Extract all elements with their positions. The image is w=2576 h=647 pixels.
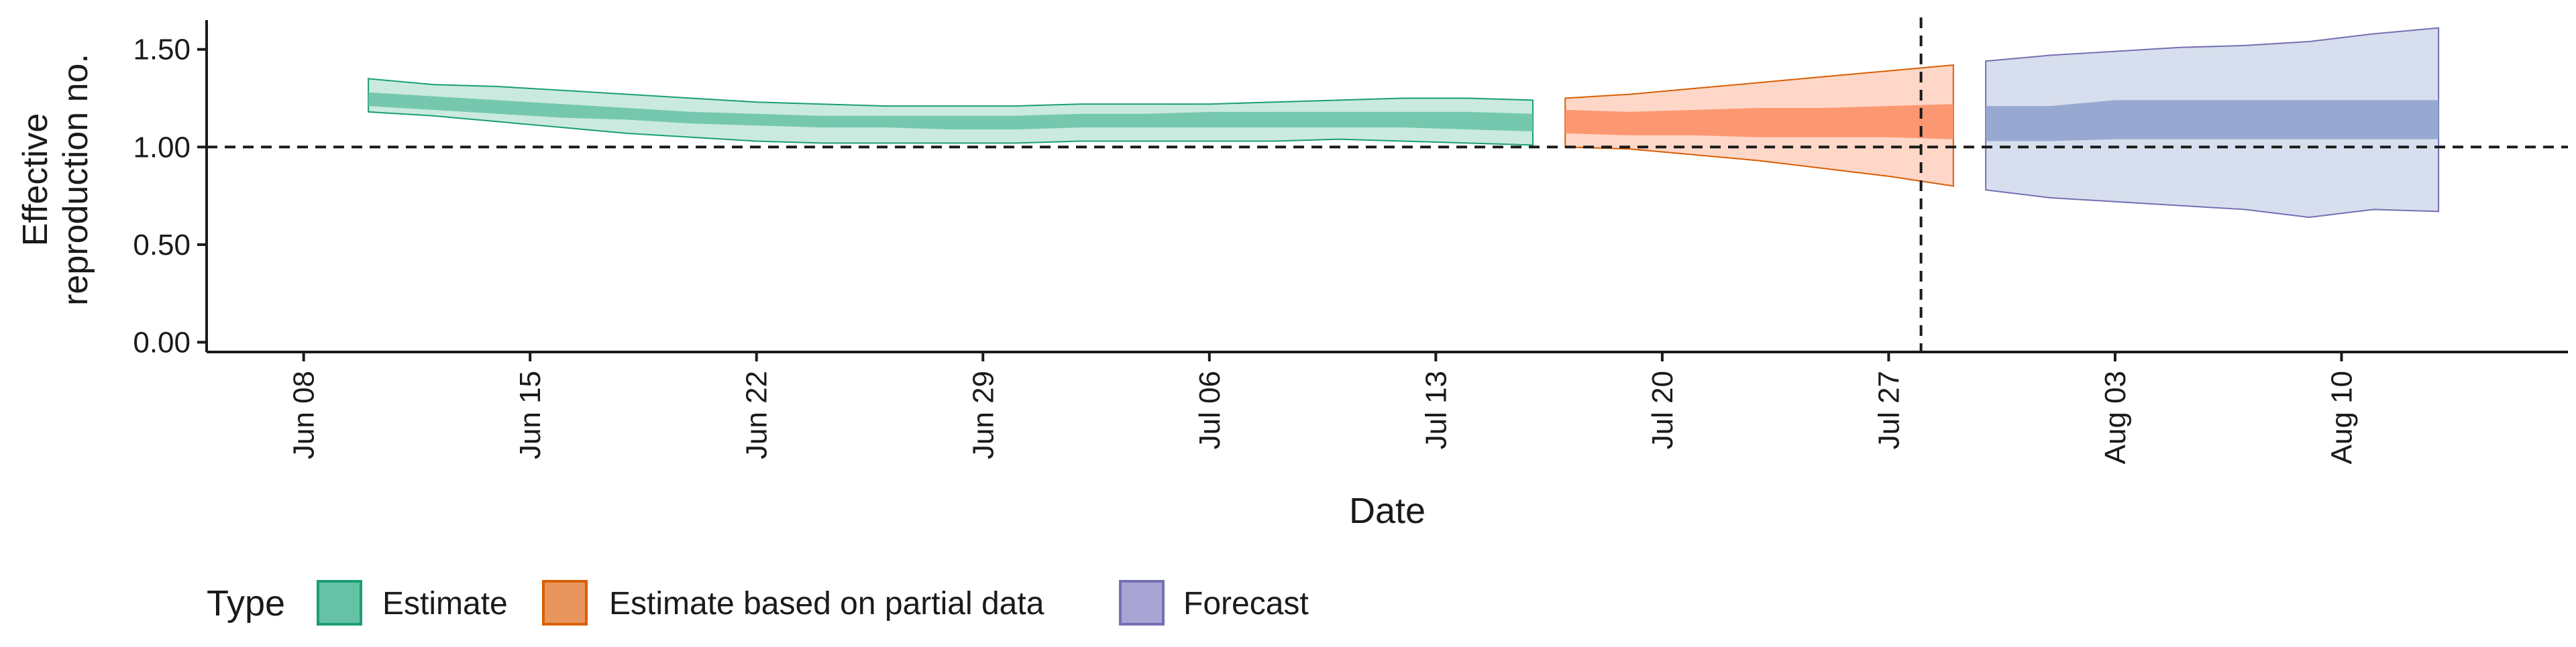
legend-key-forecast bbox=[1119, 580, 1165, 626]
estimate-inner-band bbox=[368, 92, 1533, 131]
y-ticks: 0.00 0.50 1.00 1.50 bbox=[133, 34, 207, 359]
axes bbox=[205, 20, 2568, 353]
y-tick-label: 1.50 bbox=[133, 34, 191, 66]
series-bands bbox=[368, 27, 2440, 219]
y-tick-label: 0.00 bbox=[133, 326, 191, 359]
legend-label-estimate: Estimate bbox=[382, 586, 508, 622]
estimate-based-on-partial-data-inner-band bbox=[1565, 104, 1953, 139]
y-tick-label: 0.50 bbox=[133, 229, 191, 261]
legend: Type Estimate Estimate based on partial … bbox=[207, 580, 1309, 626]
x-tick-label: Jul 13 bbox=[1419, 371, 1452, 449]
x-tick-label: Aug 03 bbox=[2099, 371, 2132, 464]
x-tick-label: Jun 15 bbox=[514, 371, 547, 459]
x-tick-label: Jun 22 bbox=[741, 371, 773, 459]
x-tick-label: Jun 29 bbox=[967, 371, 1000, 459]
series-estimate bbox=[368, 78, 1534, 146]
y-axis-title-line-2: reproduction no. bbox=[56, 54, 95, 306]
x-tick-label: Jul 27 bbox=[1872, 371, 1905, 449]
legend-key-estimate bbox=[317, 580, 362, 626]
x-tick-label: Jun 08 bbox=[288, 371, 321, 459]
reference-lines bbox=[207, 17, 2568, 352]
y-axis-title-line-1: Effective bbox=[16, 113, 55, 246]
y-tick-label: 1.00 bbox=[133, 131, 191, 164]
x-tick-label: Jul 20 bbox=[1646, 371, 1679, 449]
series-estimate-based-on-partial-data bbox=[1564, 64, 1954, 187]
legend-key-partial bbox=[542, 580, 588, 626]
legend-label-partial: Estimate based on partial data bbox=[609, 586, 1044, 622]
forecast-inner-band bbox=[1986, 100, 2439, 141]
x-tick-label: Jul 06 bbox=[1193, 371, 1226, 449]
legend-title: Type bbox=[207, 583, 285, 624]
series-forecast bbox=[1985, 27, 2440, 219]
x-axis-title: Date bbox=[1349, 491, 1426, 531]
x-ticks: Jun 08 Jun 15 Jun 22 Jun 29 Jul 06 Jul 13 Jul … bbox=[288, 352, 2359, 464]
legend-label-forecast: Forecast bbox=[1183, 586, 1309, 622]
estimate-outer-band bbox=[368, 78, 1534, 146]
x-tick-label: Aug 10 bbox=[2326, 371, 2359, 464]
